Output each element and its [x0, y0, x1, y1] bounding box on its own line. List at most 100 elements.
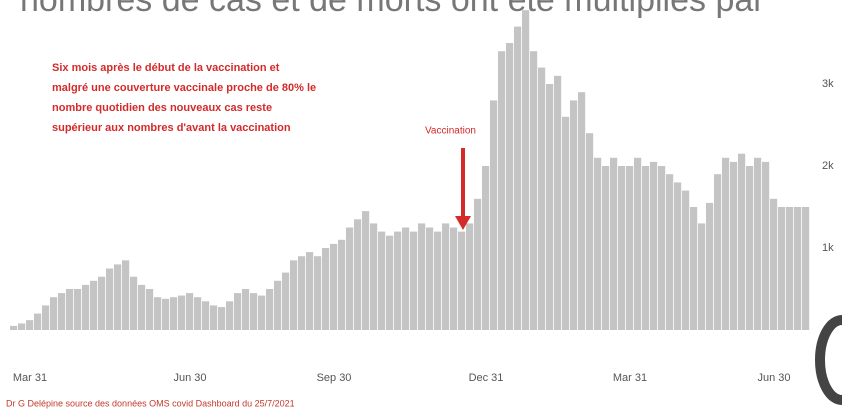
bar — [82, 284, 90, 330]
marker-label: Vaccination — [425, 126, 476, 137]
bar — [218, 307, 226, 330]
bar — [34, 313, 42, 330]
bar — [386, 235, 394, 330]
bar — [722, 157, 730, 330]
annotation: Six mois après le début de la vaccinatio… — [52, 62, 280, 74]
bar — [642, 166, 650, 330]
x-tick-label: Dec 31 — [469, 372, 504, 384]
bar — [226, 301, 234, 330]
bar — [786, 207, 794, 330]
bar — [314, 256, 322, 330]
bar — [490, 100, 498, 331]
bar — [650, 161, 658, 330]
bar — [242, 289, 250, 330]
bar — [426, 227, 434, 330]
bar — [514, 26, 522, 330]
bar — [210, 305, 218, 330]
bar — [570, 100, 578, 331]
x-tick-label: Mar 31 — [13, 372, 47, 384]
bar — [466, 223, 474, 330]
x-tick-label: Sep 30 — [317, 372, 352, 384]
bar — [482, 166, 490, 330]
bar — [418, 223, 426, 330]
bar — [138, 284, 146, 330]
bar — [130, 276, 138, 330]
bar — [794, 207, 802, 330]
bar — [322, 248, 330, 330]
bar — [610, 157, 618, 330]
bar — [474, 198, 482, 330]
bar — [370, 223, 378, 330]
bar — [362, 211, 370, 330]
bar — [682, 190, 690, 330]
bar — [298, 256, 306, 330]
bar — [498, 51, 506, 330]
y-tick-label: 3k — [822, 78, 834, 90]
bar — [730, 161, 738, 330]
bar — [354, 219, 362, 330]
bar — [186, 293, 194, 330]
bar — [562, 116, 570, 330]
bar — [26, 320, 34, 330]
bar — [250, 293, 258, 330]
annotation: malgré une couverture vaccinale proche d… — [52, 82, 316, 94]
bar — [706, 202, 714, 330]
bar — [506, 43, 514, 330]
bar — [522, 10, 530, 330]
bar — [258, 295, 266, 330]
bar — [170, 297, 178, 330]
bar — [178, 295, 186, 330]
arrow-head — [455, 216, 471, 230]
bar — [594, 157, 602, 330]
bar — [122, 260, 130, 330]
annotation: supérieur aux nombres d'avant la vaccina… — [52, 122, 291, 134]
bar — [554, 75, 562, 330]
x-tick-label: Jun 30 — [173, 372, 206, 384]
bar — [634, 157, 642, 330]
y-tick-label: 1k — [822, 242, 834, 254]
bar — [746, 166, 754, 330]
bar — [578, 92, 586, 330]
bar — [458, 231, 466, 330]
bar — [66, 289, 74, 330]
bar — [346, 227, 354, 330]
bar — [330, 243, 338, 330]
bar — [146, 289, 154, 330]
bar — [50, 297, 58, 330]
x-tick-label: Mar 31 — [613, 372, 647, 384]
bar — [162, 298, 170, 330]
bar — [450, 227, 458, 330]
chart-title: nombres de cas et de morts ont été multi… — [20, 0, 765, 19]
bar — [306, 252, 314, 330]
bar — [234, 293, 242, 330]
bar — [410, 231, 418, 330]
bar — [402, 227, 410, 330]
bar — [538, 67, 546, 330]
bar — [154, 297, 162, 330]
bar — [770, 198, 778, 330]
bar — [626, 166, 634, 330]
bar — [434, 231, 442, 330]
bar — [282, 272, 290, 330]
bar — [714, 174, 722, 330]
bar — [114, 264, 122, 330]
annotation: nombre quotidien des nouveaux cas reste — [52, 102, 272, 114]
bar — [98, 276, 106, 330]
bar — [658, 166, 666, 330]
decoration — [815, 315, 842, 405]
bar — [10, 325, 18, 330]
bar — [194, 297, 202, 330]
bar — [762, 161, 770, 330]
bar — [42, 305, 50, 330]
bar — [274, 280, 282, 330]
bar — [338, 239, 346, 330]
bar — [802, 207, 810, 330]
bar — [738, 153, 746, 330]
bar — [546, 84, 554, 330]
bar — [698, 223, 706, 330]
bar — [290, 260, 298, 330]
bar — [754, 157, 762, 330]
y-tick-label: 2k — [822, 160, 834, 172]
bar — [58, 293, 66, 330]
